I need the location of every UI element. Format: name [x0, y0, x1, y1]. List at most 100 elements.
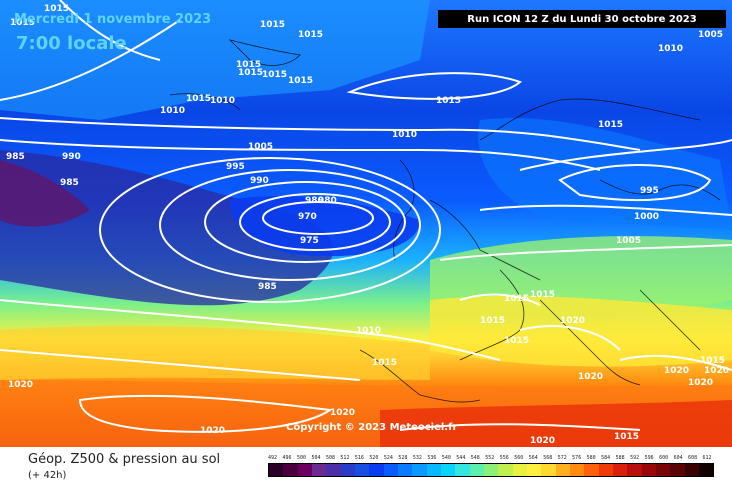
scale-label: 552: [485, 455, 495, 461]
scale-swatch: [641, 464, 656, 476]
scale-swatch: [297, 464, 312, 476]
scale-swatch: [455, 464, 470, 476]
scale-swatch: [440, 464, 456, 476]
scale-swatch: [340, 464, 355, 476]
scale-swatch: [283, 464, 298, 476]
scale-swatch: [526, 464, 542, 476]
pressure-label: 1020: [578, 372, 604, 382]
pressure-label: 970: [298, 212, 317, 222]
scale-label: 600: [659, 455, 669, 461]
scale-label: 524: [383, 455, 393, 461]
pressure-label: 1015: [530, 290, 556, 300]
scale-label: 544: [456, 455, 466, 461]
pressure-label: 1020: [560, 316, 586, 326]
pressure-label: 985: [6, 152, 25, 162]
legend-bar: Géop. Z500 & pression au sol (+ 42h) 492…: [0, 447, 732, 485]
pressure-label: 1005: [616, 236, 642, 246]
scale-swatch: [598, 464, 613, 476]
pressure-label: 1015: [186, 94, 212, 104]
scale-swatch: [584, 464, 599, 476]
scale-label: 564: [528, 455, 538, 461]
pressure-label: 1015: [288, 76, 314, 86]
scale-label: 536: [427, 455, 437, 461]
scale-label: 608: [688, 455, 698, 461]
scale-label: 596: [644, 455, 654, 461]
scale-label: 612: [702, 455, 712, 461]
pressure-label: 990: [62, 152, 81, 162]
scale-swatch: [569, 464, 585, 476]
pressure-label: 1015: [44, 4, 70, 14]
scale-swatch: [512, 464, 527, 476]
scale-label: 516: [354, 455, 364, 461]
pressure-label: 1020: [688, 378, 714, 388]
pressure-label: 1020: [8, 380, 34, 390]
scale-swatch: [269, 464, 284, 476]
pressure-label: 1005: [698, 30, 724, 40]
scale-labels: 492 496 500 504 508 512 516 520 524 528 532 536 540 5…: [268, 455, 712, 461]
pressure-label: 1015: [372, 358, 398, 368]
copyright: Copyright © 2023 Meteociel.fr: [286, 422, 458, 433]
pressure-label: 1015: [700, 356, 726, 366]
pressure-label: 1010: [160, 106, 186, 116]
scale-swatch: [354, 464, 370, 476]
pressure-label: 1015: [262, 70, 288, 80]
weather-map: [0, 0, 732, 447]
pressure-label: 1020: [530, 436, 556, 446]
pressure-label: 1015: [260, 20, 286, 30]
pressure-label: 1015: [298, 30, 324, 40]
scale-label: 592: [630, 455, 640, 461]
scale-swatch: [541, 464, 556, 476]
pressure-label: 980: [305, 196, 324, 206]
scale-swatch: [684, 464, 699, 476]
scale-label: 580: [586, 455, 596, 461]
pressure-label: 1020: [664, 366, 690, 376]
scale-swatch: [612, 464, 628, 476]
scale-label: 568: [543, 455, 553, 461]
scale-label: 556: [499, 455, 509, 461]
scale-label: 508: [325, 455, 335, 461]
map-date: Mercredi 1 novembre 2023: [14, 12, 212, 27]
scale-swatch: [555, 464, 570, 476]
pressure-label: 1015: [480, 316, 506, 326]
map-time: 7:00 locale: [16, 33, 127, 54]
scale-swatch: [627, 464, 642, 476]
scale-swatch: [383, 464, 398, 476]
pressure-label: 1015: [10, 18, 36, 28]
scale-label: 576: [572, 455, 582, 461]
pressure-label: 995: [640, 186, 659, 196]
pressure-label: 1020: [200, 426, 226, 436]
color-scale: [268, 463, 714, 477]
scale-label: 520: [369, 455, 379, 461]
pressure-label: 1020: [704, 366, 730, 376]
pressure-label: 985: [258, 282, 277, 292]
pressure-label: 1020: [330, 408, 356, 418]
scale-label: 548: [470, 455, 480, 461]
scale-label: 504: [311, 455, 321, 461]
product-title: Géop. Z500 & pression au sol: [28, 452, 221, 467]
lead-time: (+ 42h): [28, 470, 67, 481]
scale-label: 492: [268, 455, 278, 461]
scale-label: 604: [673, 455, 683, 461]
pressure-label: 975: [300, 236, 319, 246]
pressure-label: 985: [60, 178, 79, 188]
scale-swatch: [469, 464, 484, 476]
pressure-label: 1015: [504, 336, 530, 346]
pressure-label: 1015: [236, 60, 262, 70]
scale-label: 532: [412, 455, 422, 461]
pressure-label: 1015: [598, 120, 624, 130]
scale-label: 560: [514, 455, 524, 461]
pressure-label: 1005: [248, 142, 274, 152]
scale-swatch: [426, 464, 441, 476]
scale-swatch: [369, 464, 384, 476]
pressure-label: 1000: [634, 212, 660, 222]
pressure-label: 990: [250, 176, 269, 186]
pressure-label: 1015: [436, 96, 462, 106]
pressure-label: 1010: [392, 130, 418, 140]
scale-label: 496: [282, 455, 292, 461]
scale-label: 584: [601, 455, 611, 461]
scale-label: 528: [398, 455, 408, 461]
scale-swatch: [412, 464, 427, 476]
pressure-label: 980: [318, 196, 337, 206]
scale-swatch: [698, 464, 714, 476]
scale-label: 588: [615, 455, 625, 461]
